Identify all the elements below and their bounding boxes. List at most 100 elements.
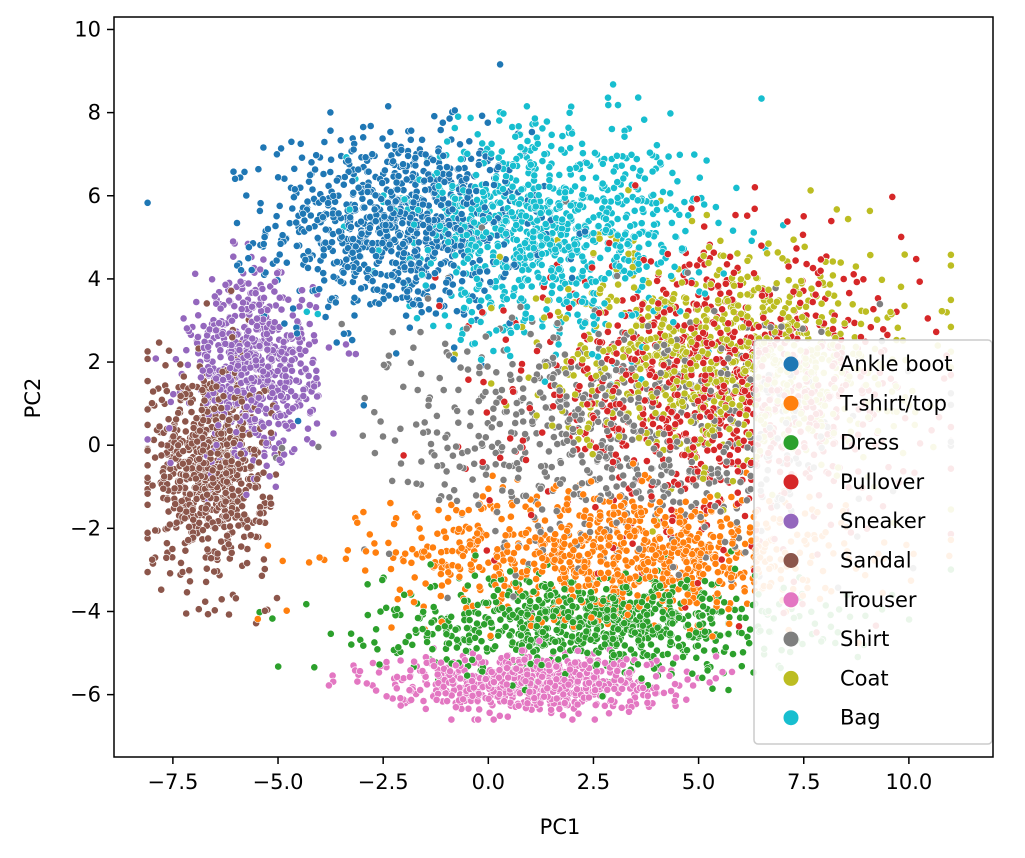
data-point [181, 417, 190, 426]
data-point [678, 244, 686, 253]
data-point [638, 282, 646, 291]
data-point [428, 645, 437, 654]
data-point [298, 286, 306, 295]
data-point [554, 340, 563, 349]
data-point [392, 349, 401, 358]
data-point [464, 608, 473, 617]
data-point [488, 471, 497, 480]
data-point [629, 294, 638, 303]
data-point [413, 314, 421, 323]
data-point [402, 311, 410, 320]
data-point [730, 281, 738, 290]
data-point [342, 255, 351, 264]
data-point [474, 609, 483, 618]
data-point [561, 350, 569, 359]
data-point [764, 239, 773, 248]
data-point [194, 311, 203, 320]
data-point [450, 486, 459, 495]
data-point [741, 512, 749, 520]
data-point [783, 217, 792, 226]
data-point [495, 116, 504, 125]
data-point [396, 424, 405, 433]
data-point [824, 289, 833, 298]
data-point [182, 609, 191, 618]
data-point [947, 295, 955, 304]
data-point [329, 272, 338, 281]
data-point [656, 534, 664, 543]
data-point [448, 547, 457, 555]
data-point [143, 198, 152, 207]
data-point [481, 433, 490, 442]
data-point [675, 642, 683, 651]
data-point [466, 421, 474, 430]
data-point [700, 222, 709, 231]
data-point [699, 602, 708, 611]
data-point [456, 140, 464, 149]
data-point [278, 557, 287, 565]
data-point [464, 506, 473, 514]
data-point [526, 330, 535, 338]
data-point [850, 318, 859, 327]
data-point [947, 261, 955, 270]
data-point [496, 615, 505, 624]
data-point [690, 150, 699, 159]
data-point [546, 197, 554, 206]
data-point [221, 280, 230, 289]
data-point [143, 489, 152, 498]
data-point [412, 479, 421, 488]
data-point [462, 646, 470, 655]
data-point [321, 313, 330, 321]
data-point [477, 439, 486, 448]
data-point [287, 137, 296, 146]
data-point [947, 250, 955, 259]
data-point [218, 330, 227, 338]
data-point [562, 369, 570, 378]
data-point [416, 328, 425, 336]
data-point [558, 132, 567, 140]
data-point [424, 305, 433, 314]
data-point [723, 260, 731, 269]
data-point [659, 187, 667, 196]
data-point [274, 420, 283, 428]
data-point [724, 686, 733, 694]
data-point [174, 408, 183, 417]
data-point [464, 365, 472, 374]
data-point [712, 203, 720, 211]
data-point [178, 568, 187, 576]
data-point [274, 662, 283, 671]
data-point [371, 548, 380, 557]
data-point [354, 165, 363, 174]
data-point [306, 211, 315, 220]
data-point [849, 270, 858, 279]
data-point [435, 374, 444, 382]
data-point [229, 252, 238, 261]
data-point [482, 546, 491, 555]
data-point [417, 308, 426, 317]
data-point [155, 422, 164, 431]
data-point [329, 429, 338, 438]
data-point [143, 461, 152, 470]
data-point [435, 496, 443, 504]
data-point [551, 564, 559, 573]
data-point [866, 206, 874, 215]
data-point [596, 534, 605, 543]
data-point [852, 278, 861, 286]
data-point [454, 112, 462, 121]
data-point [384, 351, 393, 360]
data-point [541, 516, 549, 525]
data-point [313, 233, 322, 242]
data-point [483, 362, 492, 371]
data-point [491, 448, 500, 457]
data-point [758, 303, 767, 312]
data-point [700, 646, 708, 655]
data-point [479, 378, 488, 386]
data-point [298, 153, 306, 162]
data-point [817, 255, 825, 264]
data-point [647, 464, 656, 473]
data-point [773, 248, 782, 257]
data-point [740, 587, 749, 596]
data-point [407, 558, 416, 567]
data-point [204, 610, 212, 619]
data-point [923, 314, 932, 323]
data-point [467, 308, 476, 317]
